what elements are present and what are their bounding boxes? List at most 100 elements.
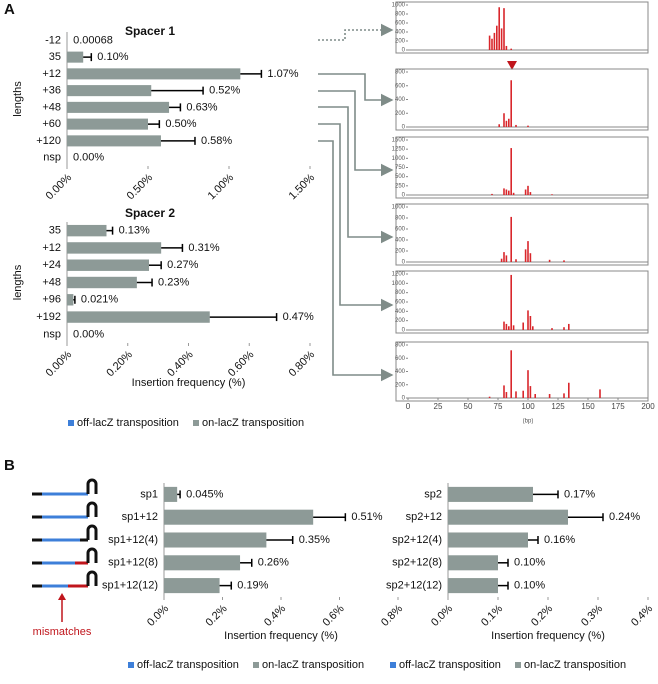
y-tick-label: 600 <box>395 83 406 89</box>
bar <box>67 135 161 147</box>
histogram-bar <box>505 255 508 262</box>
value-label: 0.19% <box>237 580 268 592</box>
x-tick-label: 175 <box>611 402 625 411</box>
y-tick-label: 600 <box>395 21 406 27</box>
histogram-bar <box>532 326 534 330</box>
histogram-bar <box>529 253 532 262</box>
y-tick-label: 600 <box>395 356 406 362</box>
legend-swatch <box>128 662 134 668</box>
schematic-label: mismatches <box>33 626 92 638</box>
legend-label: on-lacZ transposition <box>262 659 364 671</box>
histogram-bar <box>522 390 524 398</box>
x-tick-label: 0 <box>406 402 411 411</box>
bar <box>67 224 107 237</box>
y-tick-label: 1000 <box>392 205 406 211</box>
histogram-bar <box>529 192 532 195</box>
x-tick-label: 0.20% <box>104 349 135 380</box>
value-label: 0.58% <box>201 135 232 147</box>
y-tick-label: 0 <box>402 48 406 54</box>
histogram-bar <box>503 8 505 50</box>
histogram-bar <box>563 260 565 262</box>
value-label: 0.50% <box>165 118 196 130</box>
y-tick-label: 600 <box>395 227 406 233</box>
histogram-bar <box>488 35 491 50</box>
bar <box>448 509 568 525</box>
y-tick-label: 800 <box>395 12 406 18</box>
plot-frame <box>395 203 649 266</box>
bar <box>67 68 241 80</box>
category-label: sp1+12 <box>122 511 158 523</box>
histogram-bar <box>493 32 496 50</box>
histogram-bar <box>503 113 505 127</box>
y-tick-label: 600 <box>395 300 406 306</box>
category-label: nsp <box>43 152 61 164</box>
bar <box>67 294 74 306</box>
histogram-bar <box>563 393 565 398</box>
x-tick-label: 1.50% <box>287 172 318 203</box>
value-label: 0.24% <box>609 511 640 523</box>
histogram-bar <box>491 193 493 195</box>
category-label: +60 <box>42 118 61 130</box>
y-tick-label: 400 <box>395 238 406 244</box>
histogram-bar <box>510 274 512 330</box>
histogram-bar <box>529 316 532 330</box>
bar <box>67 311 210 323</box>
y-tick-label: 0 <box>402 193 406 199</box>
value-label: 0.00% <box>73 152 104 164</box>
histogram-bar <box>534 394 536 398</box>
category-label: sp1+12(12) <box>102 580 158 592</box>
bar <box>67 276 137 289</box>
y-tick-label: 500 <box>395 174 406 180</box>
legend-swatch <box>390 662 396 668</box>
x-tick-label: 1.00% <box>206 172 237 203</box>
histogram-bar <box>496 25 498 50</box>
value-label: 0.26% <box>258 557 289 569</box>
x-tick-label: 50 <box>464 402 473 411</box>
category-label: sp2+12(12) <box>386 580 442 592</box>
y-axis-label: lengths <box>12 264 24 300</box>
x-tick-label: 125 <box>551 402 565 411</box>
bar <box>67 259 150 271</box>
bar <box>164 532 267 548</box>
histogram-bar <box>563 327 565 330</box>
plot-frame <box>395 136 649 199</box>
legend-label: on-lacZ transposition <box>202 417 304 429</box>
category-label: sp2 <box>424 488 442 500</box>
y-tick-label: 400 <box>395 309 406 315</box>
schematic <box>32 478 98 622</box>
category-label: +12 <box>42 242 61 254</box>
category-label: sp1 <box>140 488 158 500</box>
histogram-bar <box>568 382 570 398</box>
category-label: +24 <box>42 259 61 271</box>
legend-label: off-lacZ transposition <box>137 659 239 671</box>
x-tick-label: 75 <box>494 402 503 411</box>
y-tick-label: 750 <box>395 165 406 171</box>
y-tick-label: 1000 <box>392 281 406 287</box>
legend-swatch <box>515 662 521 668</box>
histogram-bar <box>508 190 510 195</box>
histogram-bar <box>551 194 553 195</box>
y-tick-label: 0 <box>402 125 406 131</box>
marker-triangle <box>507 61 517 70</box>
histogram-bar <box>548 259 551 262</box>
y-tick-label: 250 <box>395 183 406 189</box>
panel-label: A <box>4 1 15 18</box>
histogram-bar <box>505 120 508 127</box>
bar <box>448 578 498 594</box>
value-label: 0.021% <box>81 294 119 306</box>
y-tick-label: 800 <box>395 70 406 76</box>
histogram-bar <box>488 396 491 398</box>
bar <box>448 486 533 502</box>
x-axis-label: Insertion frequency (%) <box>491 630 605 642</box>
value-label: 0.63% <box>186 101 217 113</box>
category-label: +96 <box>42 294 61 306</box>
y-tick-label: 400 <box>395 30 406 36</box>
histogram-bar <box>503 188 505 195</box>
histogram-bar <box>510 80 512 127</box>
legend-swatch <box>193 420 199 426</box>
category-label: +48 <box>42 101 61 113</box>
legend-label: off-lacZ transposition <box>399 659 501 671</box>
histogram-bar <box>498 124 500 127</box>
bar <box>164 578 220 594</box>
x-tick-label: 0.00% <box>44 172 75 203</box>
